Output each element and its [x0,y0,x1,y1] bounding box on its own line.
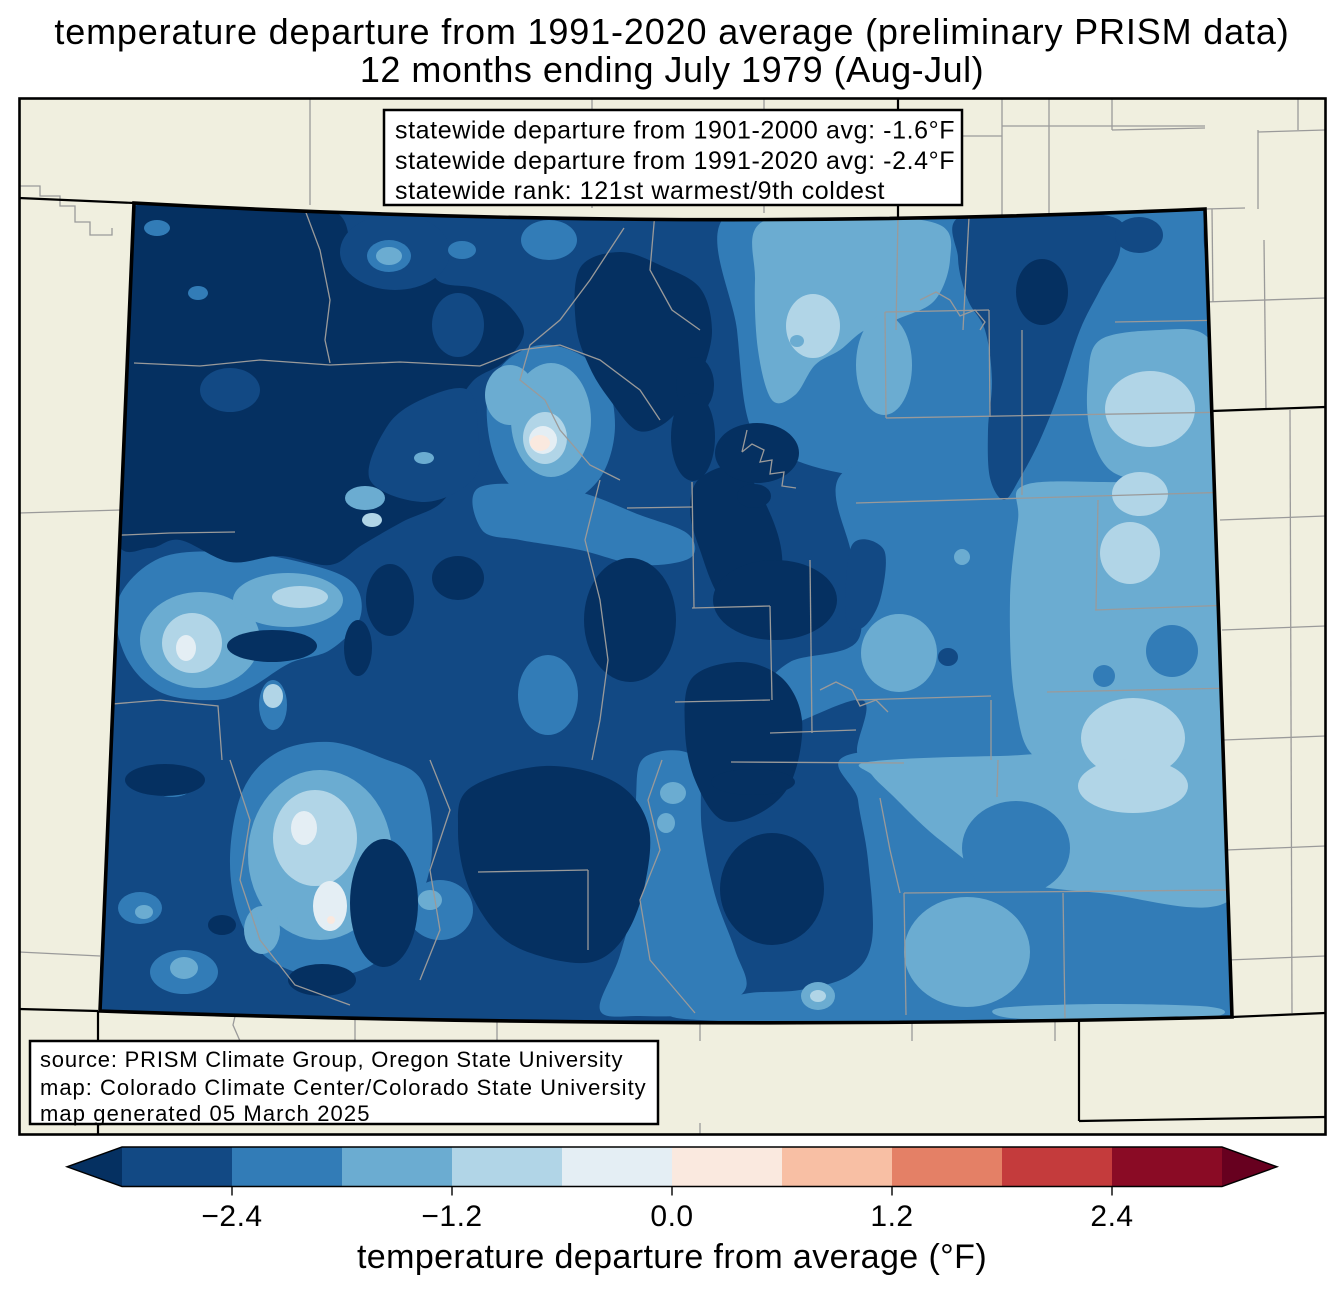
svg-text:statewide departure from 1991-: statewide departure from 1991-2020 avg: … [395,147,955,175]
svg-text:−1.2: −1.2 [421,1200,482,1233]
svg-text:0.0: 0.0 [650,1200,693,1233]
svg-text:temperature departure from 199: temperature departure from 1991-2020 ave… [54,11,1289,52]
svg-text:map: Colorado Climate Center/C: map: Colorado Climate Center/Colorado St… [40,1075,647,1100]
svg-text:2.4: 2.4 [1090,1200,1133,1233]
svg-text:statewide rank: 121st warmest/: statewide rank: 121st warmest/9th coldes… [395,177,885,205]
svg-text:statewide departure from 1901-: statewide departure from 1901-2000 avg: … [395,117,955,145]
svg-text:1.2: 1.2 [870,1200,913,1233]
svg-text:map generated 05 March 2025: map generated 05 March 2025 [40,1101,371,1126]
svg-text:temperature departure from ave: temperature departure from average (°F) [357,1238,987,1276]
svg-text:12 months ending July 1979 (Au: 12 months ending July 1979 (Aug-Jul) [360,49,984,90]
svg-text:source: PRISM Climate Group, O: source: PRISM Climate Group, Oregon Stat… [40,1047,623,1072]
svg-text:−2.4: −2.4 [201,1200,262,1233]
